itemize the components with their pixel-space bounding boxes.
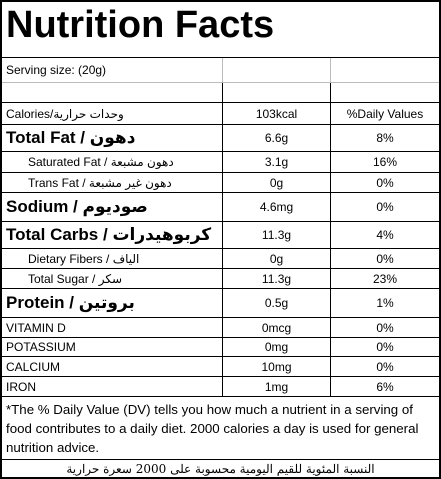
empty-cell (222, 58, 330, 82)
daily-value: 0% (330, 249, 439, 268)
label: Total Carbs / كربوهيدرات (6, 225, 212, 244)
daily-value: 16% (330, 152, 439, 172)
amount: 11.3g (222, 222, 330, 248)
nutrient-row: Sodium / صوديوم 4.6mg 0% (2, 193, 439, 222)
nutrient-row: POTASSIUM 0mg 0% (2, 338, 439, 357)
amount: 11.3g (222, 269, 330, 288)
amount: 0g (222, 249, 330, 268)
amount: 0mg (222, 338, 330, 356)
spacer-row (2, 83, 439, 103)
amount: 4.6mg (222, 193, 330, 221)
nutrient-row: CALCIUM 10mg 0% (2, 357, 439, 377)
label: IRON (6, 379, 36, 394)
daily-value: %Daily Values (330, 103, 439, 124)
amount: 103kcal (222, 103, 330, 124)
amount: 6.6g (222, 125, 330, 151)
amount: 0.5g (222, 289, 330, 317)
nutrient-row: Calories/وحدات حرارية 103kcal %Daily Value… (2, 103, 439, 125)
empty-cell (222, 83, 330, 102)
nutrient-row: VITAMIN D 0mcg 0% (2, 318, 439, 338)
daily-value: 0% (330, 193, 439, 221)
nutrient-row: Protein / بروتين 0.5g 1% (2, 289, 439, 318)
amount: 0mcg (222, 318, 330, 337)
footnote-arabic: النسبة المئوية للقيم اليومية محسوبة على … (66, 462, 375, 476)
title-row: Nutrition Facts (2, 2, 439, 58)
label: Calories/وحدات حرارية (6, 106, 124, 121)
nutrient-row: IRON 1mg 6% (2, 377, 439, 397)
label: Total Fat / دهون (6, 128, 136, 147)
title: Nutrition Facts (6, 4, 275, 46)
label: Trans Fat / دهون غير مشبعة (28, 175, 172, 190)
amount: 3.1g (222, 152, 330, 172)
label: POTASSIUM (6, 340, 76, 354)
daily-value: 8% (330, 125, 439, 151)
amount: 10mg (222, 357, 330, 376)
daily-value: 0% (330, 318, 439, 337)
daily-value: 23% (330, 269, 439, 288)
label: CALCIUM (6, 359, 61, 374)
daily-value: 0% (330, 338, 439, 356)
nutrient-row: Trans Fat / دهون غير مشبعة 0g 0% (2, 173, 439, 193)
nutrient-row: Total Fat / دهون 6.6g 8% (2, 125, 439, 152)
daily-value: 0% (330, 357, 439, 376)
nutrient-row: Dietary Fibers / الياف 0g 0% (2, 249, 439, 269)
label: Protein / بروتين (6, 293, 135, 312)
daily-value: 4% (330, 222, 439, 248)
label: VITAMIN D (6, 320, 66, 335)
footnote: *The % Daily Value (DV) tells you how mu… (2, 397, 439, 460)
empty-cell (330, 58, 439, 82)
serving-size: Serving size: (20g) (6, 63, 107, 77)
label: Total Sugar / سكر (28, 271, 123, 286)
nutrient-row: Total Sugar / سكر 11.3g 23% (2, 269, 439, 289)
amount: 1mg (222, 377, 330, 396)
label: Saturated Fat / دهون مشبعة (28, 155, 174, 169)
amount: 0g (222, 173, 330, 192)
nutrient-row: Total Carbs / كربوهيدرات 11.3g 4% (2, 222, 439, 249)
nutrient-row: Saturated Fat / دهون مشبعة 3.1g 16% (2, 152, 439, 173)
empty-cell (330, 83, 439, 102)
daily-value: 6% (330, 377, 439, 396)
daily-value: 1% (330, 289, 439, 317)
label: Sodium / صوديوم (6, 197, 148, 216)
daily-value: 0% (330, 173, 439, 192)
label: Dietary Fibers / الياف (28, 251, 140, 266)
serving-row: Serving size: (20g) (2, 58, 439, 83)
